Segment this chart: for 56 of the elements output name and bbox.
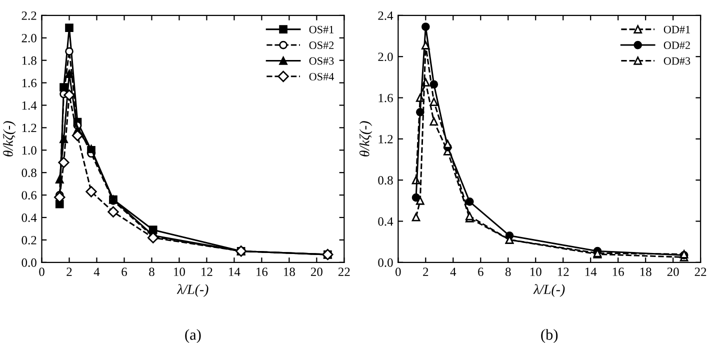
x-tick-label: 8 [505, 268, 511, 276]
x-tick-label: 12 [202, 268, 212, 276]
y-tick-label: 0.2 [22, 236, 36, 244]
legend-label: OS#3 [309, 57, 334, 65]
y-tick-label: 1.4 [22, 101, 37, 110]
x-tick-label: 4 [94, 268, 100, 276]
y-tick-label: 1.2 [22, 124, 36, 132]
x-tick-label: 18 [640, 268, 652, 276]
legend-label: OS#1 [309, 26, 334, 34]
x-tick-label: 14 [229, 268, 240, 276]
legend-label: OS#2 [309, 42, 334, 50]
x-tick-label: 20 [667, 268, 679, 276]
y-tick-label: 1.2 [378, 134, 393, 144]
x-tick-label: 2 [66, 268, 72, 276]
x-tick-label: 16 [256, 268, 268, 276]
y-tick-label: 1.8 [22, 56, 36, 65]
x-tick-label: 8 [149, 268, 154, 276]
x-tick-label: 6 [478, 268, 484, 276]
x-tick-label: 2 [423, 268, 428, 276]
x-tick-label: 10 [530, 268, 542, 276]
y-tick-label: 1.6 [22, 78, 37, 88]
legend-label: OD#1 [664, 26, 690, 34]
x-tick-label: 22 [694, 268, 706, 276]
x-tick-label: 0 [39, 268, 44, 276]
y-axis-title: θ/kζ(-) [3, 121, 16, 156]
y-tick-label: 0.0 [378, 258, 393, 267]
x-tick-label: 4 [450, 268, 456, 276]
legend-label: OS#4 [309, 72, 334, 80]
y-tick-label: 2.0 [378, 52, 393, 62]
x-tick-label: 14 [585, 268, 597, 276]
legend-label: OD#3 [664, 57, 690, 65]
y-tick-label: 0.8 [378, 176, 393, 185]
y-tick-label: 2.4 [378, 11, 394, 20]
x-axis-title: λ/L(-) [533, 284, 565, 297]
x-tick-label: 6 [122, 268, 127, 276]
x-tick-label: 12 [558, 268, 569, 276]
y-tick-label: 0.8 [22, 168, 36, 178]
x-tick-label: 16 [612, 268, 624, 276]
x-tick-label: 10 [174, 268, 185, 276]
legend-label: OD#2 [664, 42, 690, 50]
y-tick-label: 2.0 [22, 34, 36, 42]
y-tick-label: 0.4 [378, 217, 394, 226]
x-tick-label: 0 [396, 268, 401, 276]
x-tick-label: 20 [310, 268, 322, 276]
x-tick-label: 18 [284, 268, 295, 276]
y-tick-label: 1.0 [22, 146, 36, 155]
y-tick-label: 1.6 [378, 94, 393, 102]
x-tick-label: 22 [338, 268, 350, 276]
y-axis-title: θ/kζ(-) [359, 121, 372, 156]
y-tick-label: 0.6 [22, 191, 37, 200]
text: (b) [541, 329, 558, 343]
y-tick-label: 0.4 [22, 214, 37, 222]
y-tick-label: 2.2 [22, 11, 36, 20]
x-axis-title: λ/L(-) [176, 284, 208, 297]
text: (a) [185, 329, 201, 343]
y-tick-label: 0.0 [22, 258, 36, 267]
